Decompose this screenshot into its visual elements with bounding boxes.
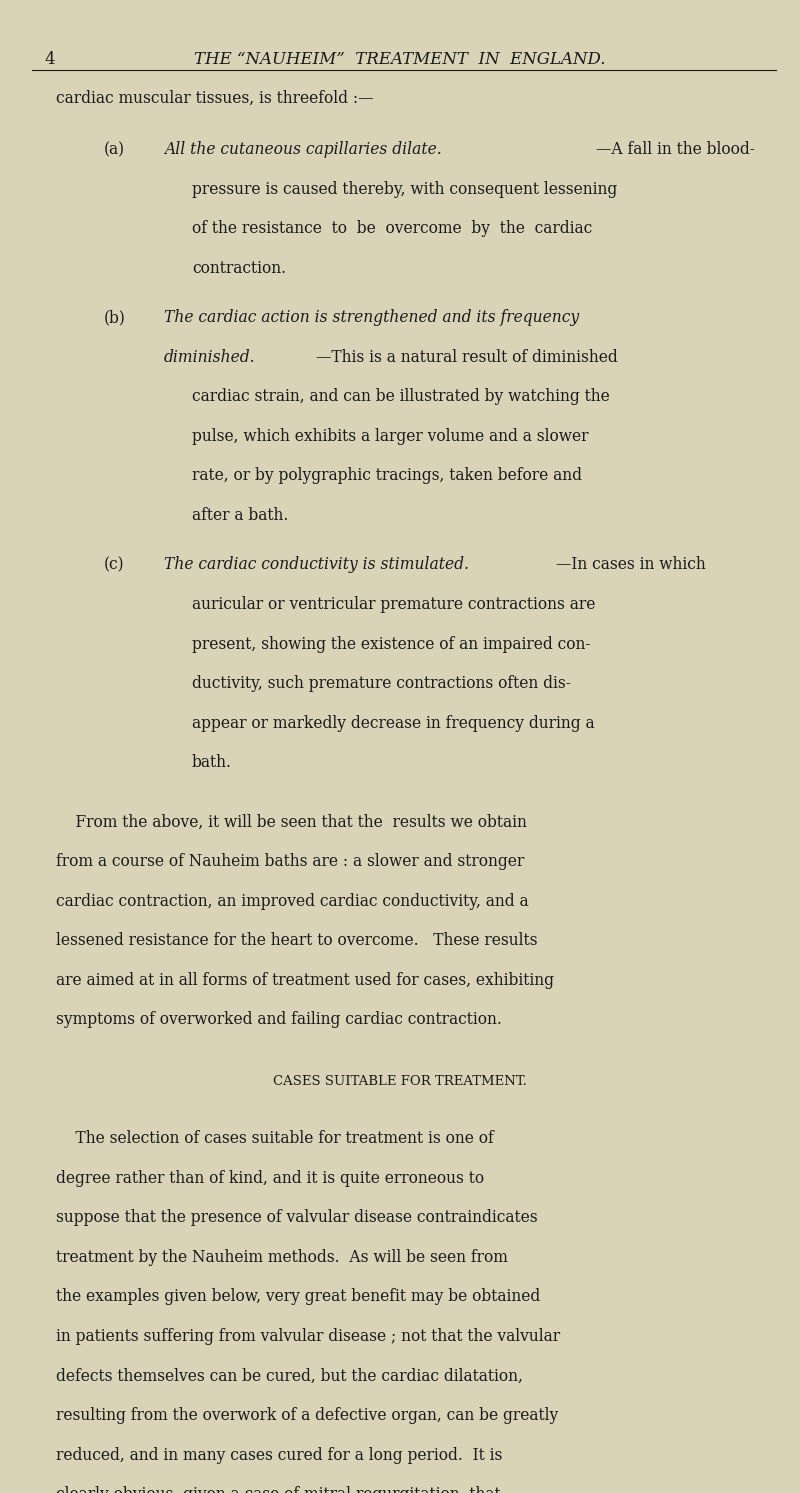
- Text: present, showing the existence of an impaired con-: present, showing the existence of an imp…: [192, 636, 590, 652]
- Text: pulse, which exhibits a larger volume and a slower: pulse, which exhibits a larger volume an…: [192, 428, 589, 445]
- Text: The selection of cases suitable for treatment is one of: The selection of cases suitable for trea…: [56, 1130, 494, 1147]
- Text: All the cutaneous capillaries dilate.: All the cutaneous capillaries dilate.: [164, 140, 442, 158]
- Text: symptoms of overworked and failing cardiac contraction.: symptoms of overworked and failing cardi…: [56, 1011, 502, 1029]
- Text: reduced, and in many cases cured for a long period.  It is: reduced, and in many cases cured for a l…: [56, 1447, 502, 1463]
- Text: THE “NAUHEIM”  TREATMENT  IN  ENGLAND.: THE “NAUHEIM” TREATMENT IN ENGLAND.: [194, 51, 606, 67]
- Text: —This is a natural result of diminished: —This is a natural result of diminished: [316, 349, 618, 366]
- Text: defects themselves can be cured, but the cardiac dilatation,: defects themselves can be cured, but the…: [56, 1368, 523, 1384]
- Text: diminished.: diminished.: [164, 349, 255, 366]
- Text: contraction.: contraction.: [192, 260, 286, 276]
- Text: the examples given below, very great benefit may be obtained: the examples given below, very great ben…: [56, 1288, 540, 1305]
- Text: 4: 4: [44, 51, 54, 67]
- Text: The cardiac conductivity is stimulated.: The cardiac conductivity is stimulated.: [164, 557, 469, 573]
- Text: (b): (b): [104, 309, 126, 325]
- Text: (a): (a): [104, 140, 125, 158]
- Text: treatment by the Nauheim methods.  As will be seen from: treatment by the Nauheim methods. As wil…: [56, 1248, 508, 1266]
- Text: lessened resistance for the heart to overcome.   These results: lessened resistance for the heart to ove…: [56, 932, 538, 950]
- Text: bath.: bath.: [192, 754, 232, 772]
- Text: CASES SUITABLE FOR TREATMENT.: CASES SUITABLE FOR TREATMENT.: [273, 1075, 527, 1088]
- Text: suppose that the presence of valvular disease contraindicates: suppose that the presence of valvular di…: [56, 1209, 538, 1226]
- Text: cardiac muscular tissues, is threefold :—: cardiac muscular tissues, is threefold :…: [56, 90, 374, 106]
- Text: auricular or ventricular premature contractions are: auricular or ventricular premature contr…: [192, 596, 595, 614]
- Text: —A fall in the blood-: —A fall in the blood-: [596, 140, 755, 158]
- Text: from a course of Nauheim baths are : a slower and stronger: from a course of Nauheim baths are : a s…: [56, 853, 524, 870]
- Text: are aimed at in all forms of treatment used for cases, exhibiting: are aimed at in all forms of treatment u…: [56, 972, 554, 988]
- Text: —In cases in which: —In cases in which: [556, 557, 706, 573]
- Text: ductivity, such premature contractions often dis-: ductivity, such premature contractions o…: [192, 675, 571, 693]
- Text: pressure is caused thereby, with consequent lessening: pressure is caused thereby, with consequ…: [192, 181, 618, 197]
- Text: From the above, it will be seen that the  results we obtain: From the above, it will be seen that the…: [56, 814, 527, 830]
- Text: appear or markedly decrease in frequency during a: appear or markedly decrease in frequency…: [192, 715, 594, 732]
- Text: cardiac contraction, an improved cardiac conductivity, and a: cardiac contraction, an improved cardiac…: [56, 893, 529, 909]
- Text: resulting from the overwork of a defective organ, can be greatly: resulting from the overwork of a defecti…: [56, 1406, 558, 1424]
- Text: The cardiac action is strengthened and its frequency: The cardiac action is strengthened and i…: [164, 309, 579, 325]
- Text: in patients suffering from valvular disease ; not that the valvular: in patients suffering from valvular dise…: [56, 1327, 560, 1345]
- Text: after a bath.: after a bath.: [192, 508, 288, 524]
- Text: of the resistance  to  be  overcome  by  the  cardiac: of the resistance to be overcome by the …: [192, 219, 592, 237]
- Text: rate, or by polygraphic tracings, taken before and: rate, or by polygraphic tracings, taken …: [192, 467, 582, 484]
- Text: (c): (c): [104, 557, 125, 573]
- Text: degree rather than of kind, and it is quite erroneous to: degree rather than of kind, and it is qu…: [56, 1169, 484, 1187]
- Text: cardiac strain, and can be illustrated by watching the: cardiac strain, and can be illustrated b…: [192, 388, 610, 405]
- Text: clearly obvious, given a case of mitral regurgitation, that: clearly obvious, given a case of mitral …: [56, 1486, 501, 1493]
